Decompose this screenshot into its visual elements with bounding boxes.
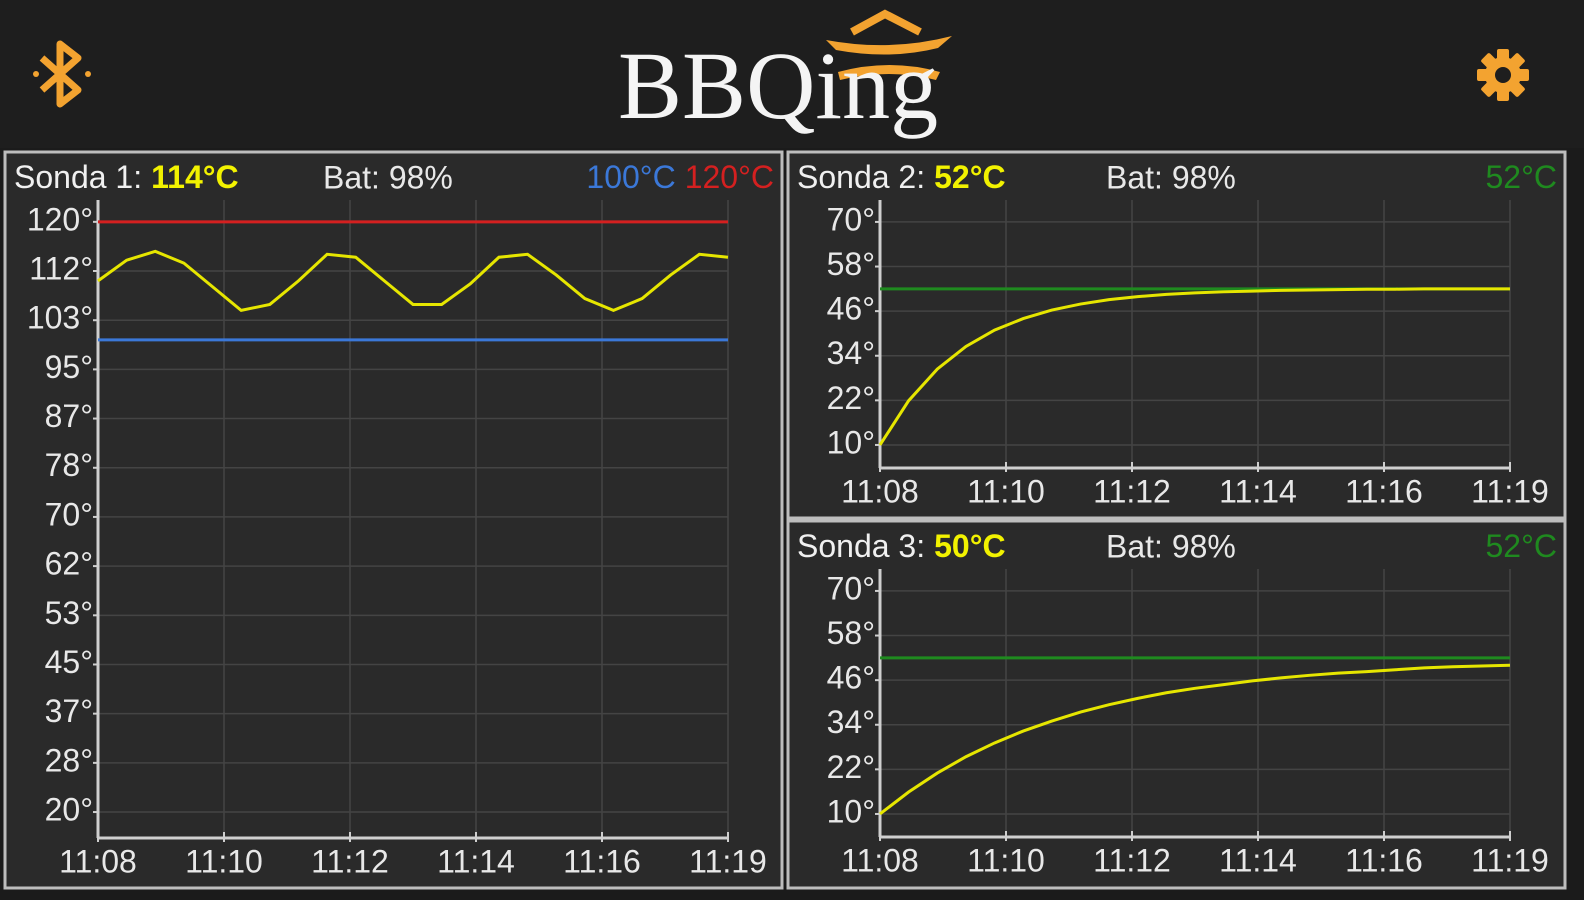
x-tick-label: 11:08 bbox=[841, 842, 919, 878]
y-tick-label: 46° bbox=[827, 660, 875, 696]
logo-crown bbox=[826, 36, 952, 55]
probe-title: Sonda 3: 50°C bbox=[797, 528, 1006, 564]
alarm-limits: 52°C bbox=[1486, 159, 1558, 195]
x-tick-label: 11:19 bbox=[689, 843, 767, 879]
panel-frame bbox=[3, 150, 784, 890]
y-tick-label: 22° bbox=[827, 749, 875, 785]
y-tick-label: 62° bbox=[45, 546, 93, 582]
alarm-label: 120°C bbox=[685, 159, 774, 195]
y-tick-label: 70° bbox=[827, 201, 875, 237]
x-tick-label: 11:14 bbox=[437, 843, 515, 879]
probe-title: Sonda 2: 52°C bbox=[797, 159, 1006, 195]
probe-panel: Sonda 2: 52°C Bat: 98% 52°C10°22°34°46°58°7… bbox=[786, 150, 1567, 520]
alarm-label: 52°C bbox=[1486, 159, 1558, 195]
logo: BBQing bbox=[618, 9, 952, 139]
x-tick-label: 11:10 bbox=[967, 842, 1045, 878]
logo-text: BBQing bbox=[618, 32, 938, 139]
probe-name: Sonda 2: bbox=[797, 159, 925, 195]
alarm-label: 100°C bbox=[586, 159, 675, 195]
logo-crown-peak bbox=[850, 9, 922, 36]
y-tick-label: 22° bbox=[827, 380, 875, 416]
y-tick-label: 95° bbox=[45, 349, 93, 385]
y-tick-label: 20° bbox=[45, 791, 93, 827]
panel-frame bbox=[786, 519, 1567, 890]
y-tick-label: 10° bbox=[827, 793, 875, 829]
alarm-label: 52°C bbox=[1486, 528, 1558, 564]
x-tick-label: 11:10 bbox=[967, 473, 1045, 509]
battery-level: Bat: 98% bbox=[1106, 528, 1236, 564]
y-tick-label: 10° bbox=[827, 424, 875, 460]
x-tick-label: 11:16 bbox=[563, 843, 641, 879]
alarm-limits: 100°C 120°C bbox=[586, 159, 774, 195]
x-tick-label: 11:14 bbox=[1219, 842, 1297, 878]
probe-panel: Sonda 1: 114°C Bat: 98% 100°C 120°C 20° 28° 37°… bbox=[3, 150, 784, 890]
battery-level: Bat: 98% bbox=[1106, 159, 1236, 195]
y-tick-label: 87° bbox=[45, 398, 93, 434]
battery-level: Bat: 98% bbox=[323, 159, 453, 195]
y-tick-label: 78° bbox=[45, 447, 93, 483]
x-tick-label: 11:12 bbox=[1093, 473, 1171, 509]
y-tick-label: 45° bbox=[45, 644, 93, 680]
x-tick-label: 11:08 bbox=[841, 473, 919, 509]
probe-panel: Sonda 3: 50°C Bat: 98% 52°C 10° 22° 34° 46° 58° 7… bbox=[786, 519, 1567, 890]
x-tick-label: 11:16 bbox=[1345, 842, 1423, 878]
x-tick-label: 11:19 bbox=[1471, 473, 1549, 509]
settings-icon[interactable] bbox=[1477, 49, 1529, 101]
y-tick-label: 70° bbox=[45, 496, 93, 532]
probe-name: Sonda 3: bbox=[797, 528, 925, 564]
y-tick-label: 103° bbox=[27, 300, 93, 336]
x-tick-label: 11:16 bbox=[1345, 473, 1423, 509]
alarm-limits: 52°C bbox=[1486, 528, 1558, 564]
y-tick-label: 46° bbox=[827, 291, 875, 327]
y-tick-label: 34° bbox=[827, 704, 875, 740]
y-tick-label: 58° bbox=[827, 615, 875, 651]
x-tick-label: 11:14 bbox=[1219, 473, 1297, 509]
data-line bbox=[878, 287, 1510, 446]
x-tick-label: 11:10 bbox=[185, 843, 263, 879]
probe-title: Sonda 1: 114°C bbox=[14, 159, 239, 195]
data-line bbox=[879, 663, 1511, 816]
y-tick-label: 28° bbox=[45, 742, 93, 778]
bluetooth-icon[interactable] bbox=[33, 40, 91, 108]
y-tick-label: 34° bbox=[827, 335, 875, 371]
panel-frame bbox=[786, 150, 1567, 520]
probe-temperature: 114°C bbox=[151, 159, 239, 195]
y-tick-label: 37° bbox=[45, 693, 93, 729]
y-tick-label: 53° bbox=[45, 595, 93, 631]
x-tick-label: 11:12 bbox=[311, 843, 389, 879]
header-bar bbox=[0, 0, 1584, 148]
x-tick-label: 11:19 bbox=[1471, 842, 1549, 878]
probe-temperature: 50°C bbox=[934, 528, 1006, 564]
x-tick-label: 11:08 bbox=[59, 843, 137, 879]
y-tick-label: 70° bbox=[827, 570, 875, 606]
data-line bbox=[97, 249, 729, 312]
logo-crown-band bbox=[838, 65, 940, 80]
probe-temperature: 52°C bbox=[934, 159, 1006, 195]
y-tick-label: 112° bbox=[29, 250, 93, 286]
y-tick-label: 120° bbox=[27, 201, 93, 237]
x-tick-label: 11:12 bbox=[1093, 842, 1171, 878]
probe-name: Sonda 1: bbox=[14, 159, 142, 195]
y-tick-label: 58° bbox=[827, 246, 875, 282]
